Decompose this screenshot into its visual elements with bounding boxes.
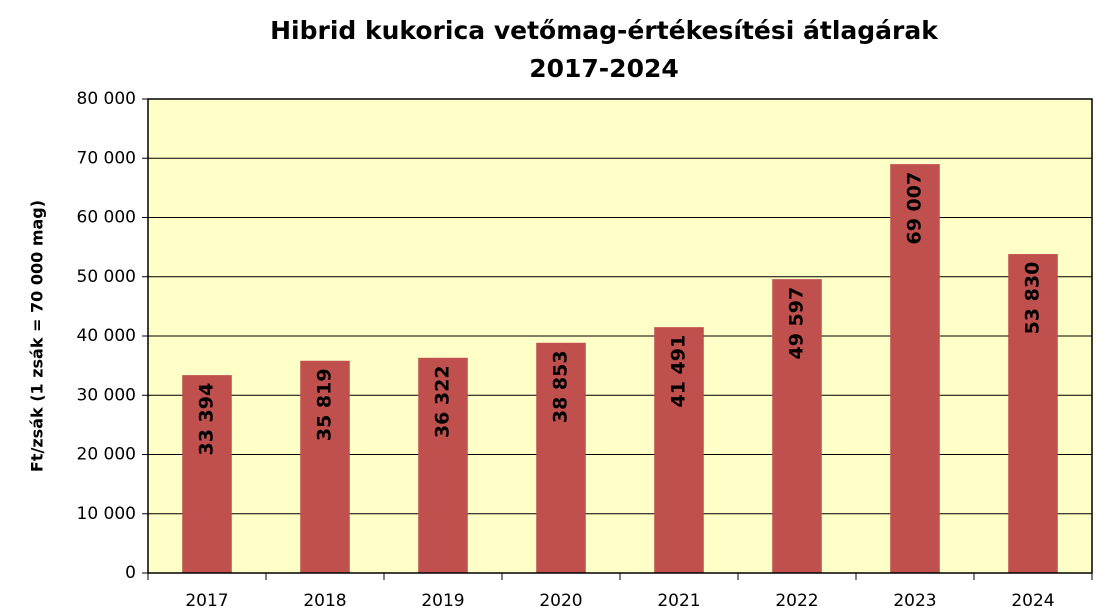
plot-border xyxy=(147,98,1093,574)
bar xyxy=(890,164,940,573)
value-label: 49 597 xyxy=(786,287,808,360)
y-tick-label: 60 000 xyxy=(77,208,136,228)
value-label: 41 491 xyxy=(668,335,690,408)
y-tick-label: 40 000 xyxy=(77,326,136,346)
bar xyxy=(1008,254,1058,573)
value-label: 36 322 xyxy=(432,365,454,438)
bar xyxy=(182,375,232,573)
y-tick-label: 20 000 xyxy=(77,445,136,465)
bar xyxy=(772,279,822,573)
y-tick-label: 50 000 xyxy=(77,267,136,287)
bar xyxy=(536,342,586,573)
value-label: 69 007 xyxy=(904,172,926,245)
value-label: 35 819 xyxy=(314,368,336,441)
x-tick-label: 2021 xyxy=(657,591,700,610)
chart-subtitle: 2017-2024 xyxy=(529,54,679,83)
y-tick-label: 80 000 xyxy=(77,89,136,109)
value-label: 33 394 xyxy=(196,383,218,456)
y-tick-label: 70 000 xyxy=(77,148,136,168)
value-label: 38 853 xyxy=(550,350,572,423)
bar xyxy=(654,327,704,573)
x-tick-label: 2022 xyxy=(775,591,818,610)
y-axis-label: Ft/zsák (1 zsák = 70 000 mag) xyxy=(28,200,47,472)
chart-title: Hibrid kukorica vetőmag-értékesítési átl… xyxy=(270,16,939,45)
y-tick-label: 0 xyxy=(125,563,136,583)
bar xyxy=(418,357,468,573)
bar xyxy=(300,360,350,573)
y-tick-label: 30 000 xyxy=(77,385,136,405)
x-tick-label: 2020 xyxy=(539,591,582,610)
y-tick-label: 10 000 xyxy=(77,504,136,524)
x-tick-label: 2024 xyxy=(1011,591,1054,610)
x-tick-label: 2017 xyxy=(185,591,228,610)
value-label: 53 830 xyxy=(1022,262,1044,335)
x-tick-label: 2019 xyxy=(421,591,464,610)
x-tick-label: 2018 xyxy=(303,591,346,610)
x-tick-label: 2023 xyxy=(893,591,936,610)
